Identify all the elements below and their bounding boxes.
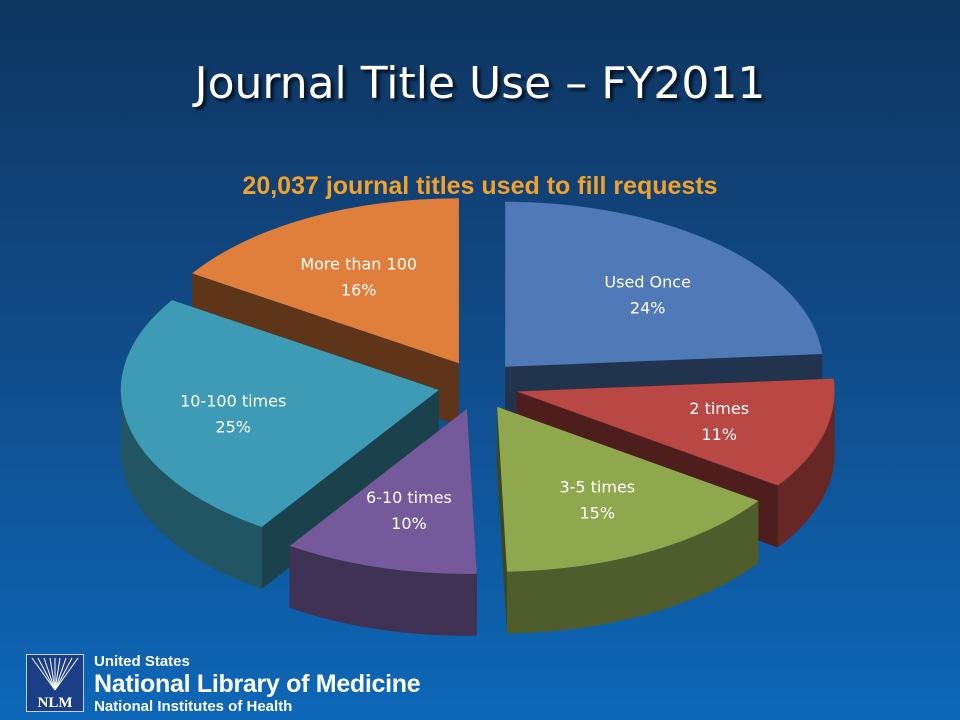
- nlm-wordmark: United States National Library of Medici…: [94, 652, 421, 716]
- slice-top-4: [120, 300, 439, 527]
- slice-top-2: [497, 406, 759, 572]
- slice-percent-3: 10%: [391, 514, 427, 533]
- slice-top-1: [516, 378, 835, 486]
- slice-side-1-0: [777, 391, 835, 548]
- slice-wall-2-1: [497, 406, 507, 634]
- pie-slice-3: [289, 408, 477, 636]
- slice-label-1: 2 times: [689, 399, 749, 418]
- footer-line-country: United States: [94, 653, 190, 670]
- slice-percent-1: 11%: [701, 425, 737, 444]
- slide-title: Journal Title Use – FY2011: [194, 58, 766, 109]
- slice-top-0: [505, 201, 823, 367]
- slice-percent-4: 25%: [215, 418, 251, 437]
- footer-line-library: National Library of Medicine: [94, 670, 421, 698]
- slice-side-4-0: [120, 389, 262, 589]
- slice-top-5: [192, 198, 459, 364]
- slice-label-4: 10-100 times: [180, 392, 286, 411]
- slice-top-3: [289, 408, 477, 574]
- footer-line-institutes: National Institutes of Health: [94, 698, 293, 715]
- slice-label-3: 6-10 times: [366, 488, 452, 507]
- slice-label-5: More than 100: [300, 254, 417, 273]
- slice-percent-2: 15%: [580, 504, 616, 523]
- slice-percent-0: 24%: [630, 299, 666, 318]
- slice-label-0: Used Once: [604, 273, 691, 292]
- slice-side-2-0: [506, 500, 759, 634]
- logo-text: NLM: [38, 695, 73, 711]
- slice-side-3-0: [289, 545, 477, 636]
- slice-percent-5: 16%: [341, 280, 377, 299]
- slice-label-2: 3-5 times: [559, 478, 635, 497]
- nlm-logo: NLM: [25, 653, 85, 713]
- chart-subtitle: 20,037 journal titles used to fill reque…: [242, 172, 718, 200]
- pie-slice-2: [497, 406, 759, 634]
